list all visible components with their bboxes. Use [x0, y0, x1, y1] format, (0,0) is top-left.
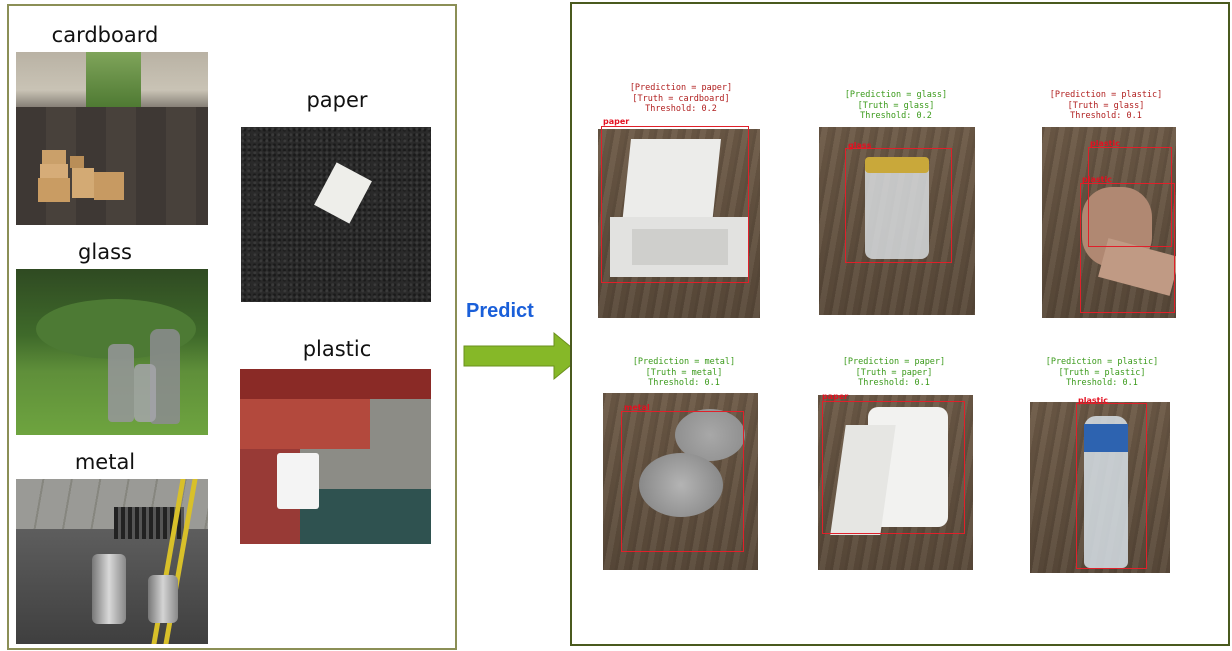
predict-arrow-icon — [463, 331, 583, 381]
bbox-label: paper — [603, 117, 630, 126]
category-label-paper: paper — [306, 88, 368, 112]
threshold-line: Threshold: 0.1 — [1066, 378, 1138, 388]
truth-line: [Truth = paper] — [855, 367, 933, 378]
doorway-greenery — [86, 52, 141, 107]
category-label-cardboard: cardboard — [51, 23, 159, 47]
bounding-box — [621, 411, 744, 552]
metal-tin — [675, 409, 745, 461]
truth-line: [Truth = glass] — [857, 100, 935, 111]
bounding-box — [1076, 403, 1147, 569]
threshold-line: Threshold: 0.1 — [648, 378, 720, 388]
truth-line: [Truth = metal] — [645, 367, 723, 378]
threshold-line: Threshold: 0.2 — [645, 104, 717, 114]
bounding-box — [822, 401, 965, 534]
training-categories-panel: cardboard glass metal paper plastic — [7, 4, 457, 650]
box — [42, 150, 66, 166]
prediction-image-5 — [818, 395, 973, 570]
bbox-label: paper — [822, 392, 849, 401]
metal-bin — [92, 554, 126, 624]
jar-lid — [865, 157, 929, 173]
paper-image — [241, 127, 431, 302]
red-wall — [240, 369, 431, 399]
threshold-line: Threshold: 0.2 — [860, 111, 932, 121]
prediction-caption-1: [Prediction = paper] [Truth = cardboard]… — [620, 83, 742, 115]
paper-sheet — [314, 162, 372, 224]
prediction-line: [Prediction = plastic] — [1045, 357, 1159, 367]
glass-bottle — [108, 344, 134, 422]
metal-bin — [148, 575, 178, 623]
truth-line: [Truth = cardboard] — [632, 93, 730, 104]
glass-bottle — [134, 364, 156, 422]
predict-label: Predict — [466, 300, 534, 322]
teal-floor — [300, 489, 431, 544]
category-label-plastic: plastic — [302, 337, 372, 361]
plastic-image — [240, 369, 431, 544]
prediction-line: [Prediction = paper] — [629, 83, 733, 93]
prediction-caption-2: [Prediction = glass] [Truth = glass] Thr… — [838, 90, 954, 122]
prediction-line: [Prediction = metal] — [632, 357, 736, 367]
prediction-caption-5: [Prediction = paper] [Truth = paper] Thr… — [834, 357, 954, 389]
glass-jar — [865, 159, 929, 259]
prediction-line: [Prediction = paper] — [842, 357, 946, 367]
cardboard-image — [16, 52, 208, 225]
truth-line: [Truth = plastic] — [1058, 367, 1146, 378]
prediction-caption-4: [Prediction = metal] [Truth = metal] Thr… — [622, 357, 746, 389]
box — [40, 164, 68, 180]
threshold-line: Threshold: 0.1 — [1070, 111, 1142, 121]
metal-image — [16, 479, 208, 644]
bottle-label — [1084, 424, 1128, 452]
bounding-box — [601, 126, 749, 283]
box — [72, 168, 94, 198]
bbox-label: plastic — [1082, 175, 1112, 184]
bbox-label: metal — [624, 403, 650, 412]
red-floor — [240, 399, 370, 449]
box — [38, 178, 70, 202]
bbox-label: glass — [848, 141, 872, 150]
metal-tin — [639, 453, 723, 517]
box — [94, 172, 124, 200]
category-label-metal: metal — [74, 450, 136, 474]
prediction-line: [Prediction = glass] — [844, 90, 948, 100]
prediction-caption-6: [Prediction = plastic] [Truth = plastic]… — [1040, 357, 1164, 389]
prediction-line: [Prediction = plastic] — [1049, 90, 1163, 100]
bounding-box — [1088, 147, 1172, 247]
glass-image — [16, 269, 208, 435]
box-insert — [632, 229, 728, 265]
prediction-caption-3: [Prediction = plastic] [Truth = glass] T… — [1046, 90, 1166, 122]
category-label-glass: glass — [78, 240, 132, 264]
bounding-box — [845, 148, 952, 263]
bbox-label: plastic — [1090, 139, 1120, 148]
truth-line: [Truth = glass] — [1067, 100, 1145, 111]
prediction-image-3 — [1042, 127, 1176, 318]
threshold-line: Threshold: 0.1 — [858, 378, 930, 388]
box — [70, 156, 84, 168]
bbox-label: plastic — [1078, 396, 1108, 405]
plastic-bag — [277, 453, 319, 509]
prediction-image-4 — [603, 393, 758, 570]
prediction-image-1 — [598, 129, 760, 318]
bounding-box — [1080, 183, 1175, 313]
